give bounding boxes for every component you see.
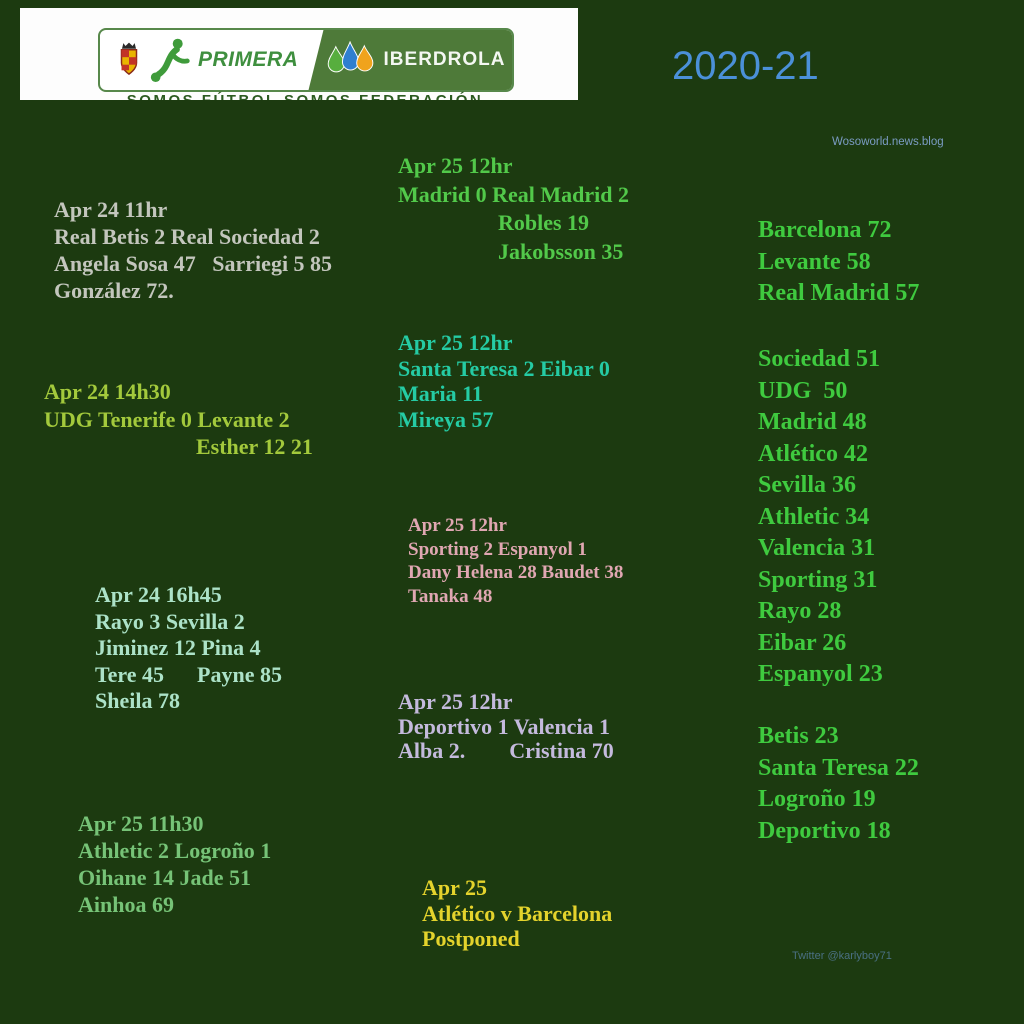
standings-top-group: Barcelona 72 Levante 58 Real Madrid 57: [758, 215, 919, 310]
text-line: Alba 2. Cristina 70: [398, 738, 614, 763]
text-line: Athletic 2 Logroño 1: [78, 838, 272, 863]
text-line: Apr 24 14h30: [44, 379, 171, 404]
text-line: Postponed: [422, 926, 520, 951]
rfef-crest-icon: [120, 42, 138, 75]
text-line: Sheila 78: [95, 688, 180, 713]
result-madrid-vs-realmadrid: Apr 25 12hr Madrid 0 Real Madrid 2 Robles …: [398, 152, 629, 266]
text-line: Sporting 31: [758, 566, 878, 593]
text-line: Esther 12 21: [196, 434, 313, 459]
text-line: Atlético 42: [758, 440, 868, 467]
iberdrola-logo-inner: IBERDROLA: [316, 30, 512, 90]
result-deportivo-vs-valencia: Apr 25 12hr Deportivo 1 Valencia 1 Alba 2.…: [398, 689, 614, 764]
primera-logo-section: PRIMERA: [100, 30, 298, 90]
text-line: Sevilla 36: [758, 472, 857, 498]
rfef-slogan: SOMOS FÚTBOL SOMOS FEDERACIÓN: [100, 92, 510, 100]
result-rayo-vs-sevilla: Apr 24 16h45 Rayo 3 Sevilla 2 Jiminez 12 P…: [95, 582, 282, 715]
credit-wosoworld: Wosoworld.news.blog: [832, 136, 944, 148]
iberdrola-logo-section: IBERDROLA: [308, 30, 512, 90]
text-line: Oihane 14 Jade 51: [78, 865, 251, 890]
text-line: Sociedad 51: [758, 346, 881, 372]
credit-twitter: Twitter @karlyboy71: [792, 950, 892, 962]
text-line: Rayo 3 Sevilla 2: [95, 608, 245, 634]
text-line: Sporting 2 Espanyol 1: [408, 538, 587, 560]
text-line: Apr 24 11hr: [54, 197, 168, 222]
text-line: UDG Tenerife 0 Levante 2: [44, 406, 290, 432]
text-line: Athletic 34: [758, 503, 870, 530]
text-line: Apr 24 16h45: [95, 582, 222, 607]
text-line: Robles 19: [498, 210, 590, 235]
text-line: Apr 25: [422, 875, 487, 900]
text-line: Santa Teresa 2 Eibar 0: [398, 355, 610, 381]
text-line: Betis 23: [758, 723, 839, 749]
text-line: Real Madrid 57: [758, 280, 920, 306]
result-santateresa-vs-eibar: Apr 25 12hr Santa Teresa 2 Eibar 0 Maria 1…: [398, 330, 610, 432]
text-line: Deportivo 18: [758, 817, 891, 844]
text-line: Real Betis 2 Real Sociedad 2: [54, 224, 320, 249]
result-athletic-vs-logrono: Apr 25 11h30 Athletic 2 Logroño 1 Oihane 1…: [78, 810, 271, 918]
text-line: Espanyol 23: [758, 661, 883, 687]
text-line: Apr 25 12hr: [398, 153, 513, 178]
text-line: Santa Teresa 22: [758, 754, 919, 781]
text-line: Valencia 31: [758, 535, 876, 561]
text-line: Tanaka 48: [408, 585, 493, 607]
text-line: González 72.: [54, 278, 174, 303]
result-sporting-vs-espanyol: Apr 25 12hr Sporting 2 Espanyol 1 Dany Hel…: [408, 514, 623, 608]
text-line: Tere 45 Payne 85: [95, 661, 282, 687]
text-line: Ainhoa 69: [78, 892, 174, 917]
standings-bottom-group: Betis 23 Santa Teresa 22 Logroño 19 Deporti…: [758, 721, 919, 847]
text-line: UDG 50: [758, 377, 848, 404]
text-line: Barcelona 72: [758, 217, 892, 243]
iberdrola-wordmark: IBERDROLA: [383, 49, 506, 70]
text-line: Apr 25 12hr: [398, 330, 513, 355]
text-line: Jiminez 12 Pina 4: [95, 635, 261, 660]
text-line: Angela Sosa 47 Sarriegi 5 85: [54, 251, 333, 276]
result-tenerife-vs-levante: Apr 24 14h30 UDG Tenerife 0 Levante 2 Esth…: [44, 378, 313, 461]
primera-wordmark: PRIMERA: [198, 48, 299, 71]
iberdrola-droplets-icon: [327, 41, 373, 73]
footballer-icon: [150, 38, 190, 83]
primera-iberdrola-logo: PRIMERA IBERDROLA: [98, 28, 514, 92]
text-line: Madrid 48: [758, 409, 867, 435]
text-line: Apr 25 11h30: [78, 811, 204, 836]
text-line: Maria 11: [398, 381, 483, 406]
standings-middle-group: Sociedad 51 UDG 50 Madrid 48 Atlético 42 Sev…: [758, 344, 883, 691]
result-atletico-vs-barcelona-postponed: Apr 25 Atlético v Barcelona Postponed: [422, 875, 612, 952]
text-line: Dany Helena 28 Baudet 38: [408, 562, 624, 583]
text-line: Logroño 19: [758, 786, 876, 812]
text-line: Mireya 57: [398, 406, 494, 432]
text-line: Jakobsson 35: [498, 238, 624, 264]
text-line: Atlético v Barcelona: [422, 900, 613, 926]
text-line: Deportivo 1 Valencia 1: [398, 713, 611, 739]
text-line: Madrid 0 Real Madrid 2: [398, 181, 629, 207]
text-line: Apr 25 12hr: [408, 515, 507, 536]
text-line: Eibar 26: [758, 629, 847, 656]
text-line: Rayo 28: [758, 598, 842, 624]
text-line: Apr 25 12hr: [398, 689, 513, 714]
league-banner: PRIMERA IBERDROLA SOMOS FÚTBOL SOMOS FED…: [20, 8, 578, 100]
text-line: Levante 58: [758, 248, 871, 275]
season-label: 2020-21: [672, 44, 819, 88]
